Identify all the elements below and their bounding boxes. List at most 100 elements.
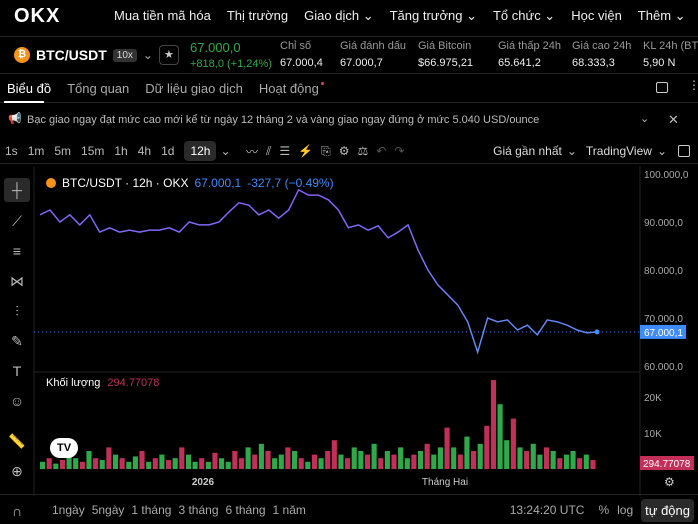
volume-bar (172, 458, 178, 469)
volume-bar (517, 447, 523, 469)
fib-icon[interactable]: ⫶ (15, 303, 19, 319)
volume-bar (345, 458, 351, 469)
volume-bar (53, 463, 59, 469)
volume-bar (238, 458, 245, 469)
crosshair-icon[interactable]: ┼ (4, 178, 30, 202)
layout-icon[interactable] (656, 82, 668, 93)
timeframe-5m[interactable]: 5m (54, 144, 72, 158)
timeframe-1s[interactable]: 1s (5, 144, 18, 158)
auto-toggle[interactable]: tự động (641, 498, 694, 522)
stat-label: Giá cao 24h (572, 40, 632, 52)
chevron-down-icon[interactable]: ⌄ (640, 113, 650, 125)
text-icon[interactable]: T (12, 363, 22, 379)
clock[interactable]: 13:24:20 UTC (509, 503, 585, 517)
line-chart-type-icon[interactable]: 〰 (246, 144, 259, 159)
volume-bar (391, 454, 397, 469)
favorite-star-icon[interactable]: ★ (158, 45, 179, 65)
volume-bar (278, 454, 284, 469)
volume-bar (451, 447, 457, 469)
timeframe-15m[interactable]: 15m (81, 144, 105, 158)
log-toggle[interactable]: log (617, 503, 634, 517)
volume-bar (325, 451, 331, 469)
tab[interactable]: Hoạt động (258, 81, 319, 96)
bitcoin-icon (46, 178, 56, 188)
volume-bar (424, 443, 430, 469)
volume-bar (557, 458, 563, 469)
price-type-select[interactable]: Giá gần nhất (493, 144, 562, 158)
volume-bar (146, 461, 152, 469)
range-button[interactable]: 1ngày (52, 503, 85, 517)
price-chart[interactable]: 100.000,0 90.000,0 80.000,0 70.000,0 60.000,… (0, 166, 698, 496)
volume-bar (338, 454, 344, 469)
volume-bar (192, 461, 198, 469)
volume-bar (457, 454, 463, 469)
nav-item[interactable]: Giao dịch ⌄ (304, 8, 374, 23)
gear-icon[interactable]: ⚙ (338, 144, 350, 158)
trend-line-icon[interactable]: ⟋ (12, 213, 22, 229)
undo-icon[interactable]: ↶ (376, 144, 387, 158)
compare-scale-icon[interactable]: ⚖ (357, 144, 369, 158)
nav-item[interactable]: Học viện (571, 8, 622, 23)
more-icon[interactable]: ⋮ (688, 78, 698, 92)
volume-bar (404, 458, 410, 469)
stat-value: 67.000,4 (280, 57, 323, 69)
view-select[interactable]: TradingView (585, 144, 652, 158)
tradingview-logo: TV (50, 438, 78, 458)
nav-item[interactable]: Thị trường (226, 8, 289, 23)
zoom-in-icon[interactable]: ⊕ (11, 463, 23, 479)
timeframe-1d[interactable]: 1d (161, 144, 175, 158)
legend-change: -327,7 (−0.49%) (247, 176, 334, 190)
ticker-stat: Giá thấp 24h 65.641,2 (498, 40, 561, 69)
percent-toggle[interactable]: % (598, 503, 610, 517)
stat-label: KL 24h (BTC (643, 40, 698, 52)
timeframe-1m[interactable]: 1m (27, 144, 45, 158)
range-button[interactable]: 6 tháng (225, 503, 266, 517)
ruler-icon[interactable]: 📏 (8, 433, 26, 449)
fullscreen-icon[interactable] (678, 145, 690, 157)
alert-icon[interactable]: ⚡ (298, 144, 314, 158)
range-button[interactable]: 3 tháng (178, 503, 219, 517)
notification-dot (320, 82, 324, 85)
volume-bar (331, 440, 337, 469)
volume-bar (563, 454, 569, 469)
redo-icon[interactable]: ↷ (394, 144, 405, 158)
tab[interactable]: Dữ liệu giao dịch (145, 81, 243, 96)
range-button[interactable]: 1 tháng (131, 503, 172, 517)
chevron-down-icon[interactable]: ⌄ (656, 144, 667, 158)
nav-item[interactable]: Thêm ⌄ (637, 8, 686, 23)
timeframe-12h[interactable]: 12h (184, 141, 217, 161)
tab[interactable]: Biểu đồ (7, 81, 52, 96)
chevron-down-icon[interactable]: ⌄ (220, 144, 231, 158)
last-price-dot (594, 329, 600, 335)
chevron-down-icon[interactable]: ⌄ (566, 144, 577, 158)
volume-bar (497, 404, 503, 469)
horizontal-lines-icon[interactable]: ≡ (12, 243, 22, 259)
volume-bar (119, 458, 125, 469)
notice-text[interactable]: Bạc giao ngay đạt mức cao mới kể từ ngày… (27, 114, 540, 126)
okx-logo[interactable]: OKX (14, 4, 61, 27)
nav-item[interactable]: Tổ chức ⌄ (492, 8, 556, 23)
nav-item[interactable]: Mua tiền mã hóa (114, 8, 211, 23)
pattern-icon[interactable]: ⋈ (10, 273, 24, 289)
nav-item[interactable]: Tăng trưởng ⌄ (389, 8, 477, 23)
symbol[interactable]: BTC/USDT (36, 47, 107, 63)
tab[interactable]: Tổng quan (67, 81, 130, 96)
close-icon[interactable]: ✕ (668, 112, 679, 127)
volume-bar (139, 451, 145, 469)
replay-icon[interactable]: ⎘ (321, 143, 331, 158)
range-button[interactable]: 1 năm (272, 503, 306, 517)
magnet-icon[interactable]: ∩ (11, 503, 23, 519)
timeframe-1h[interactable]: 1h (114, 144, 128, 158)
indicators-icon[interactable]: ⫽ (266, 143, 272, 158)
list-icon[interactable]: ☰ (279, 144, 291, 158)
volume-bar (272, 458, 278, 469)
timeframe-4h[interactable]: 4h (137, 144, 152, 158)
volume-bar (298, 458, 304, 469)
volume-bar (86, 451, 92, 469)
brush-icon[interactable]: ✎ (11, 333, 23, 349)
range-button[interactable]: 5ngày (91, 503, 125, 517)
chevron-down-icon[interactable]: ⌄ (142, 48, 153, 62)
drawing-toolbar: ┼ ⟋ ≡ ⋈ ⫶ ✎ T ☺ 📏 ⊕ ∩ (0, 170, 34, 524)
volume-bar (364, 454, 371, 469)
emoji-icon[interactable]: ☺ (9, 393, 25, 409)
